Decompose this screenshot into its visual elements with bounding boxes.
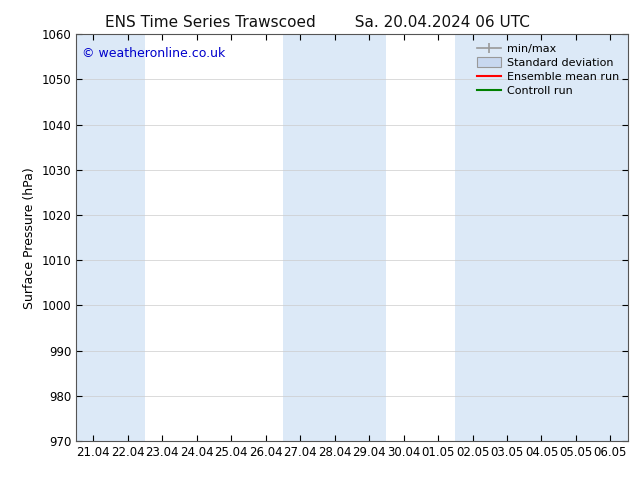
Bar — [489, 34, 524, 441]
Bar — [524, 34, 559, 441]
Legend: min/max, Standard deviation, Ensemble mean run, Controll run: min/max, Standard deviation, Ensemble me… — [473, 40, 622, 99]
Bar — [76, 34, 110, 441]
Bar — [352, 34, 386, 441]
Text: ENS Time Series Trawscoed        Sa. 20.04.2024 06 UTC: ENS Time Series Trawscoed Sa. 20.04.2024… — [105, 15, 529, 30]
Text: © weatheronline.co.uk: © weatheronline.co.uk — [82, 47, 225, 59]
Bar — [110, 34, 145, 441]
Bar — [455, 34, 489, 441]
Bar — [559, 34, 593, 441]
Bar — [283, 34, 318, 441]
Y-axis label: Surface Pressure (hPa): Surface Pressure (hPa) — [23, 167, 36, 309]
Bar — [318, 34, 352, 441]
Bar — [593, 34, 628, 441]
